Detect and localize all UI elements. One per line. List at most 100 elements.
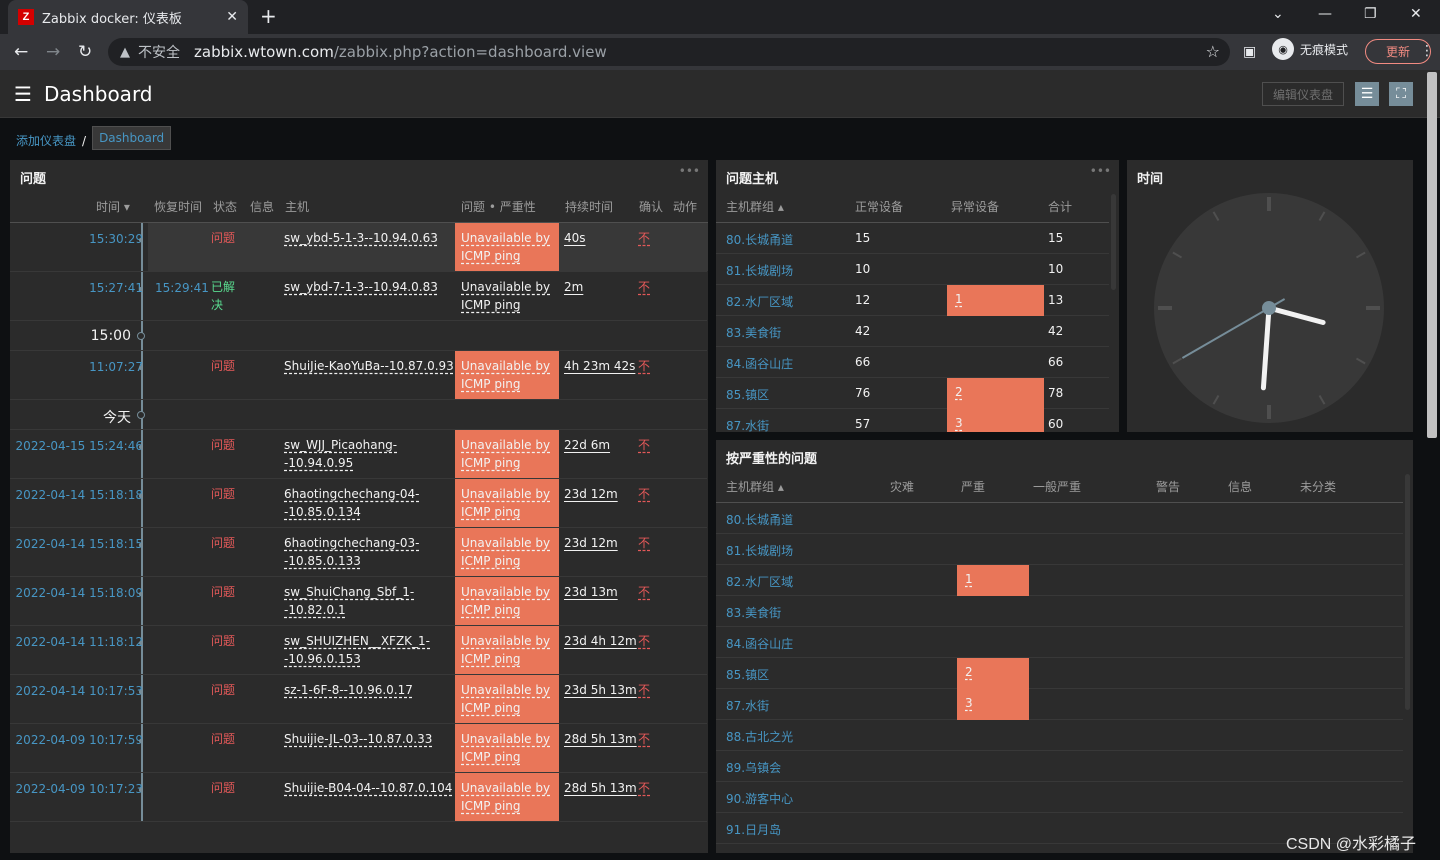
problem-row[interactable]: 15:30:29 问题 sw_ybd-5-1-3--10.94.0.63 Unavai… (10, 223, 708, 272)
host-group-link[interactable]: 89.乌镇会 (726, 761, 782, 775)
problem-duration[interactable]: 23d 5h 13m (564, 683, 637, 697)
problem-name[interactable]: Unavailable by ICMP ping (455, 577, 559, 625)
problem-row[interactable]: 11:07:27 问题 ShuiJie-KaoYuBa--10.87.0.93 Una… (10, 351, 707, 400)
ack-link[interactable]: 不 (638, 487, 651, 501)
problem-host[interactable]: sw_ybd-7-1-3--10.94.0.83 (284, 280, 438, 294)
problem-time[interactable]: 15:30:29 (89, 232, 143, 246)
omnibox[interactable]: ▲ 不安全 zabbix.wtown.com/zabbix.php?action… (108, 38, 1230, 66)
forward-icon[interactable]: → (46, 42, 61, 62)
reload-icon[interactable]: ↻ (78, 42, 93, 62)
update-button[interactable]: 更新 (1365, 39, 1431, 64)
problem-time[interactable]: 2022-04-15 15:24:46 (15, 439, 143, 453)
col-host-group[interactable]: 主机群组 ▴ (726, 200, 784, 214)
problem-time[interactable]: 15:27:41 (89, 281, 143, 295)
problem-row[interactable]: 2022-04-14 15:18:09 问题 sw_ShuiChang_Sbf_1-… (10, 577, 707, 626)
problem-time[interactable]: 2022-04-14 15:18:15 (15, 537, 143, 551)
ack-link[interactable]: 不 (638, 683, 651, 697)
problem-host[interactable]: ShuiJie-KaoYuBa--10.87.0.93 (284, 359, 454, 373)
minimize-icon[interactable]: — (1318, 6, 1332, 22)
host-group-link[interactable]: 83.美食街 (726, 606, 782, 620)
breadcrumb-parent[interactable]: 添加仪表盘 (16, 134, 77, 148)
severity-scrollbar[interactable] (1405, 474, 1410, 710)
problem-count[interactable]: 2 (947, 378, 1044, 409)
problem-duration[interactable]: 23d 12m (564, 536, 618, 550)
problem-row[interactable]: 2022-04-14 15:18:15 问题 6haotingchechang-03… (10, 528, 707, 577)
ack-link[interactable]: 不 (638, 732, 651, 746)
problem-time[interactable]: 2022-04-09 10:17:59 (15, 733, 143, 747)
problem-name[interactable]: Unavailable by ICMP ping (455, 223, 559, 271)
ack-link[interactable]: 不 (638, 231, 651, 245)
problem-name[interactable]: Unavailable by ICMP ping (455, 479, 559, 527)
problem-name[interactable]: Unavailable by ICMP ping (461, 280, 551, 312)
edit-dashboard-button[interactable]: 编辑仪表盘 (1262, 82, 1344, 106)
ack-link[interactable]: 不 (638, 585, 651, 599)
ack-link[interactable]: 不 (638, 359, 651, 373)
side-panel-icon[interactable]: ▣ (1243, 44, 1257, 60)
hamburger-menu-icon[interactable]: ☰ (14, 82, 32, 106)
problem-name[interactable]: Unavailable by ICMP ping (455, 773, 559, 821)
back-icon[interactable]: ← (14, 42, 29, 62)
problem-row[interactable]: 2022-04-14 10:17:53 问题 sz-1-6F-8--10.96.0.… (10, 675, 707, 724)
problem-host[interactable]: Shuijie-B04-04--10.87.0.104 (284, 781, 453, 795)
problem-duration[interactable]: 23d 4h 12m (564, 634, 637, 648)
host-group-link[interactable]: 85.镇区 (726, 388, 770, 402)
problem-duration[interactable]: 4h 23m 42s (564, 359, 636, 373)
problem-host[interactable]: sz-1-6F-8--10.96.0.17 (284, 683, 413, 697)
page-scrollbar[interactable] (1427, 72, 1437, 438)
problem-row[interactable]: 15:27:41 15:29:41 已解决 sw_ybd-7-1-3--10.94.0… (10, 272, 707, 321)
problem-time[interactable]: 2022-04-14 10:17:53 (15, 684, 143, 698)
problem-name[interactable]: Unavailable by ICMP ping (455, 724, 559, 772)
recovery-time[interactable]: 15:29:41 (155, 281, 209, 295)
host-group-link[interactable]: 85.镇区 (726, 668, 770, 682)
ack-link[interactable]: 不 (638, 781, 651, 795)
problem-time[interactable]: 11:07:27 (89, 360, 143, 374)
problem-count[interactable]: 1 (947, 285, 1044, 316)
high-severity-count[interactable]: 2 (957, 658, 1029, 689)
host-group-link[interactable]: 91.日月岛 (726, 823, 782, 837)
problem-time[interactable]: 2022-04-14 15:18:18 (15, 488, 143, 502)
host-group-link[interactable]: 82.水厂区域 (726, 575, 794, 589)
browser-tab[interactable]: Z Zabbix docker: 仪表板 ✕ (8, 0, 248, 34)
new-tab-icon[interactable]: + (260, 4, 277, 28)
host-group-link[interactable]: 87.水街 (726, 419, 770, 432)
problem-duration[interactable]: 2m (564, 280, 584, 294)
close-window-icon[interactable]: ✕ (1410, 6, 1422, 22)
host-group-link[interactable]: 84.函谷山庄 (726, 637, 794, 651)
host-group-link[interactable]: 90.游客中心 (726, 792, 794, 806)
problem-host[interactable]: sw_WJJ_Picaohang--10.94.0.95 (284, 438, 398, 470)
problem-row[interactable]: 2022-04-14 15:18:18 问题 6haotingchechang-04… (10, 479, 707, 528)
problem-duration[interactable]: 28d 5h 13m (564, 781, 637, 795)
host-group-link[interactable]: 83.美食街 (726, 326, 782, 340)
problem-name[interactable]: Unavailable by ICMP ping (455, 430, 559, 478)
problem-duration[interactable]: 22d 6m (564, 438, 611, 452)
ack-link[interactable]: 不 (638, 634, 651, 648)
problem-host[interactable]: Shuijie-JL-03--10.87.0.33 (284, 732, 433, 746)
problem-row[interactable]: 2022-04-09 10:17:59 问题 Shuijie-JL-03--10.8… (10, 724, 707, 773)
browser-menu-icon[interactable]: ⋮ (1420, 43, 1434, 59)
problem-name[interactable]: Unavailable by ICMP ping (455, 626, 559, 674)
host-group-link[interactable]: 81.长城剧场 (726, 544, 794, 558)
problem-host[interactable]: sw_ybd-5-1-3--10.94.0.63 (284, 231, 438, 245)
fullscreen-icon[interactable]: ⛶ (1389, 82, 1413, 106)
host-group-link[interactable]: 84.函谷山庄 (726, 357, 794, 371)
problem-name[interactable]: Unavailable by ICMP ping (455, 528, 559, 576)
problem-count[interactable]: 3 (947, 409, 1044, 432)
problem-duration[interactable]: 40s (564, 231, 586, 245)
col-host-group[interactable]: 主机群组 ▴ (726, 480, 784, 494)
widget-menu-icon[interactable]: ••• (678, 164, 700, 178)
problem-host[interactable]: sw_SHUIZHEN__XFZK_1--10.96.0.153 (284, 634, 431, 666)
high-severity-count[interactable]: 3 (957, 689, 1029, 720)
breadcrumb-current[interactable]: Dashboard (92, 126, 172, 150)
problem-duration[interactable]: 28d 5h 13m (564, 732, 637, 746)
problem-name[interactable]: Unavailable by ICMP ping (455, 675, 559, 723)
problem-duration[interactable]: 23d 12m (564, 487, 618, 501)
problem-row[interactable]: 2022-04-09 10:17:23 问题 Shuijie-B04-04--10.… (10, 773, 707, 822)
incognito-profile[interactable]: ◉ 无痕模式 (1272, 38, 1348, 60)
dashboard-list-icon[interactable]: ☰ (1355, 82, 1379, 106)
problem-host[interactable]: sw_ShuiChang_Sbf_1--10.82.0.1 (284, 585, 415, 617)
problem-duration[interactable]: 23d 13m (564, 585, 618, 599)
problem-row[interactable]: 2022-04-15 15:24:46 问题 sw_WJJ_Picaohang--1… (10, 430, 707, 479)
problem-host[interactable]: 6haotingchechang-04--10.85.0.134 (284, 487, 420, 519)
col-problem[interactable]: 问题 • 严重性 (461, 200, 536, 214)
ack-link[interactable]: 不 (638, 438, 651, 452)
